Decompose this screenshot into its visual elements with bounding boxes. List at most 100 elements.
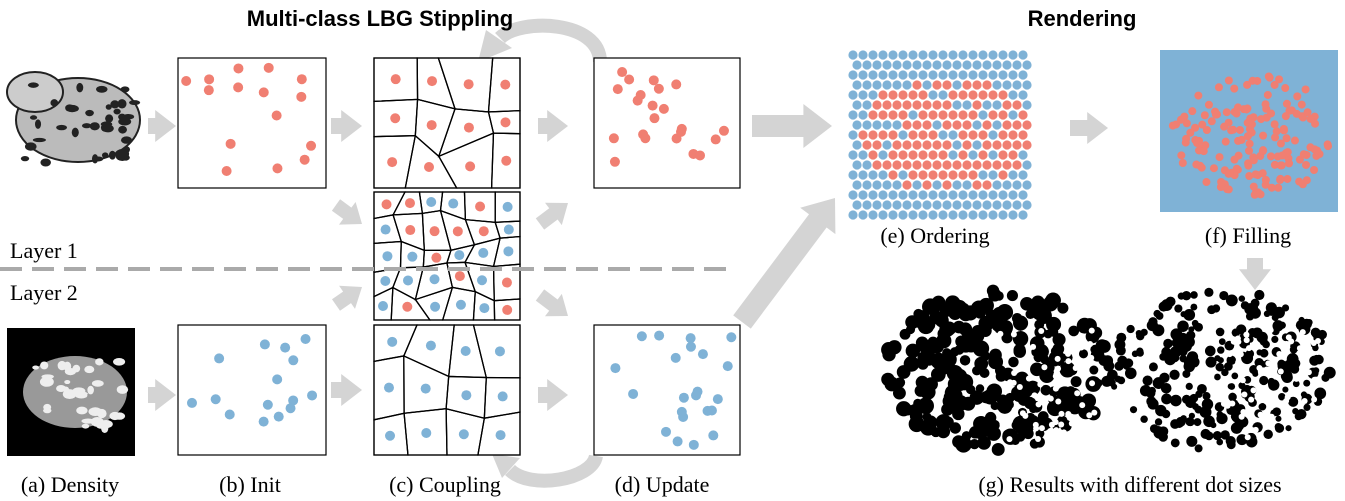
stipple-dot [928,70,937,79]
stipple-dot [1177,151,1185,159]
stipple-dot [888,110,897,119]
frog-spot [113,109,120,115]
stipple-dot [912,80,921,89]
stipple-dot [426,341,436,351]
stipple-dot [988,170,997,179]
stipple-dot [1251,191,1259,199]
stipple-dot [972,180,981,189]
stipple-dot [1250,156,1258,164]
stipple-dot [1155,418,1162,425]
stipple-dot [996,401,1005,410]
stipple-dot [1200,147,1208,155]
stipple-dot [948,50,957,59]
frog-spot [88,407,102,416]
stipple-dot [989,349,1002,362]
stipple-dot [862,200,871,209]
stipple-dot [918,190,927,199]
stipple-dot [387,337,397,347]
stipple-dot [1273,127,1281,135]
stipple-dot [868,50,877,59]
stipple-dot [978,130,987,139]
stipple-dot [1022,200,1031,209]
stipple-dot [948,376,964,392]
white-dot [1225,403,1231,409]
stipple-dot [1324,142,1332,150]
stipple-dot [501,156,511,166]
stipple-dot [504,225,514,235]
stipple-dot [272,374,282,384]
stipple-dot [962,180,971,189]
stipple-dot [878,90,887,99]
arrow [1239,258,1271,290]
stipple-dot [649,113,659,123]
stipple-dot [925,299,941,315]
stipple-dot [998,70,1007,79]
stipple-dot [382,199,392,209]
white-dot [1053,419,1059,425]
stipple-dot [459,429,469,439]
white-dot [1087,341,1093,347]
stipple-dot [1201,429,1211,439]
stipple-dot [1162,347,1170,355]
stipple-dot [1161,394,1172,405]
frog-spot [64,380,70,384]
stipple-dot [908,50,917,59]
stipple-dot [952,100,961,109]
white-dot [1311,340,1317,346]
stipple-dot [1280,126,1288,134]
stipple-dot [1278,161,1286,169]
stipple-dot [980,391,992,403]
panel [178,325,326,455]
stipple-dot [1169,122,1177,130]
stipple-dot [1283,100,1291,108]
stipple-dot [858,150,867,159]
stipple-dot [1223,108,1231,116]
white-dot [1089,380,1095,386]
stipple-dot [1214,374,1221,381]
stipple-dot [707,405,717,415]
stipple-dot [1264,91,1272,99]
stipple-dot [858,50,867,59]
stipple-dot [610,363,620,373]
stipple-dot [888,150,897,159]
stipple-dot [479,226,489,236]
white-dot [1053,371,1059,377]
stipple-dot [1008,210,1017,219]
stipple-dot [407,252,417,262]
stipple-dot [233,82,243,92]
white-dot [1065,358,1071,364]
stipple-dot [1206,357,1217,368]
stipple-dot [968,190,977,199]
white-dot [1055,356,1061,362]
stipple-dot [902,60,911,69]
frog-spot [76,83,83,93]
stipple-dot [380,276,390,286]
frog-spot [106,104,112,109]
stipple-dot [992,80,1001,89]
stipple-dot [908,90,917,99]
arrow [331,110,362,142]
white-dot [1265,360,1271,366]
stipple-dot [1008,190,1017,199]
stipple-dot [878,210,887,219]
frog-spot [85,110,94,116]
stipple-dot [912,120,921,129]
stipple-dot [391,74,401,84]
stipple-dot [1245,172,1253,180]
stipple-dot [1231,423,1242,434]
stipple-dot [892,200,901,209]
stipple-dot [211,394,221,404]
stipple-dot [902,180,911,189]
stipple-dot [1282,387,1288,393]
stipple-dot [958,50,967,59]
stipple-dot [1116,346,1126,356]
stipple-dot [402,302,412,312]
stipple-dot [938,130,947,139]
frog-spot [72,365,80,373]
stipple-dot [908,210,917,219]
stipple-dot [921,348,930,357]
white-dot [1026,376,1032,382]
stipple-dot [962,160,971,169]
stipple-dot [968,110,977,119]
stipple-dot [928,210,937,219]
